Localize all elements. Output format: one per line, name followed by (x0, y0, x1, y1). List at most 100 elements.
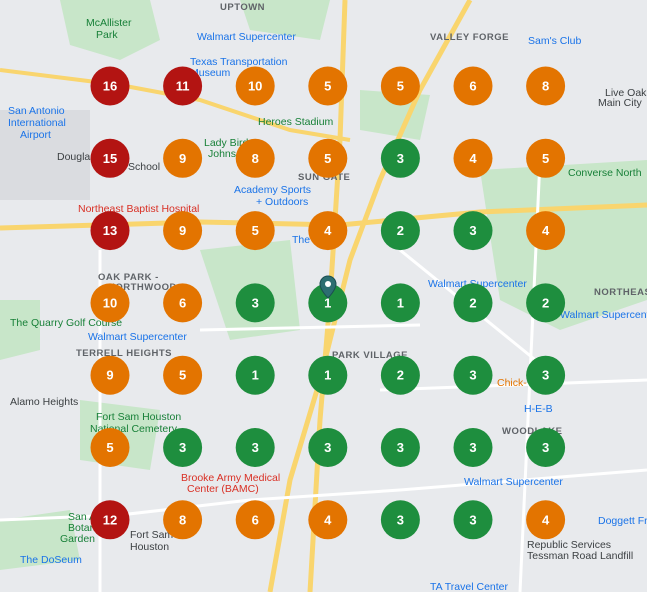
count-circle (526, 138, 566, 178)
area-label: NORTHWOOD (108, 282, 177, 293)
poi-label: Walmart Supercenter (88, 331, 187, 343)
poi-label: International (8, 117, 66, 129)
count-circle (90, 355, 130, 395)
poi-label: TA Travel Center (430, 581, 509, 592)
count-label: 8 (542, 79, 549, 94)
count-label: 3 (542, 440, 549, 455)
place-label: School (128, 161, 160, 173)
count-label: 5 (179, 368, 186, 383)
count-label: 8 (252, 151, 259, 166)
count-circle (453, 138, 493, 178)
count-label: 9 (179, 151, 186, 166)
place-label: Republic Services (527, 539, 611, 551)
count-circle (453, 283, 493, 323)
area-label: NORTHEAS (594, 287, 647, 298)
poi-label: Chick- (497, 377, 527, 389)
count-label: 3 (179, 440, 186, 455)
poi-label: Doggett Fr (598, 515, 647, 527)
poi-label: Walmart Supercenter (464, 476, 563, 488)
count-circle (453, 500, 493, 540)
airport-area (0, 110, 90, 200)
count-circle (308, 428, 348, 467)
count-circle (308, 211, 348, 251)
count-circle (90, 66, 130, 106)
place-label: Converse North (568, 167, 642, 179)
count-label: 13 (103, 223, 117, 238)
count-label: 1 (252, 368, 259, 383)
count-label: 2 (542, 295, 549, 310)
count-circle (453, 428, 493, 467)
count-label: 16 (103, 79, 117, 94)
count-label: 3 (252, 440, 259, 455)
count-circle (235, 138, 275, 178)
count-circle (380, 211, 420, 251)
count-label: 15 (103, 151, 117, 166)
count-circle (163, 428, 203, 467)
count-circle (163, 355, 203, 395)
count-circle (526, 211, 566, 251)
count-label: 3 (397, 151, 404, 166)
count-label: 3 (252, 295, 259, 310)
poi-label: H-E-B (524, 403, 553, 415)
count-circle (308, 283, 348, 323)
count-circle (235, 66, 275, 106)
count-label: 4 (469, 151, 477, 166)
poi-label: Walmart Supercenter (560, 309, 647, 321)
count-label: 3 (397, 440, 404, 455)
count-label: 6 (469, 79, 476, 94)
count-circle (90, 500, 130, 540)
count-circle (380, 355, 420, 395)
park-label: Park (96, 29, 118, 41)
place-label: Main City (598, 97, 643, 109)
count-circle (235, 355, 275, 395)
park-label: McAllister (86, 17, 132, 29)
area-label: SUN GATE (298, 172, 350, 183)
place-label: Tessman Road Landfill (527, 550, 633, 562)
count-label: 5 (324, 79, 331, 94)
count-label: 4 (542, 512, 550, 527)
count-circle (526, 283, 566, 323)
count-circle (235, 500, 275, 540)
count-circle (308, 500, 348, 540)
count-label: 4 (324, 512, 332, 527)
area-label: OAK PARK - (98, 272, 159, 283)
count-label: 5 (542, 151, 549, 166)
count-label: 5 (106, 440, 113, 455)
count-circle (380, 500, 420, 540)
poi-label: The DoSeum (20, 554, 82, 566)
count-label: 4 (542, 223, 550, 238)
poi-label: Walmart Supercenter (197, 31, 296, 43)
count-label: 6 (252, 512, 259, 527)
place-label: Houston (130, 541, 169, 553)
count-circle (526, 355, 566, 395)
count-label: 5 (324, 151, 331, 166)
count-label: 1 (324, 368, 331, 383)
count-circle (235, 211, 275, 251)
poi-label: Airport (20, 129, 51, 141)
count-label: 1 (397, 295, 404, 310)
count-circle (163, 138, 203, 178)
count-label: 1 (324, 295, 331, 310)
place-label: Alamo Heights (10, 396, 78, 408)
poi-label: Heroes Stadium (258, 116, 334, 128)
count-circle (163, 283, 203, 323)
count-circle (163, 500, 203, 540)
area-label: VALLEY FORGE (430, 32, 509, 43)
count-circle (90, 283, 130, 323)
count-circle (380, 428, 420, 467)
count-label: 2 (469, 295, 476, 310)
count-label: 3 (324, 440, 331, 455)
count-label: 6 (179, 295, 186, 310)
count-circle (526, 66, 566, 106)
area-label: TERRELL HEIGHTS (76, 348, 172, 359)
count-label: 10 (248, 79, 262, 94)
count-label: 4 (324, 223, 332, 238)
count-label: 3 (469, 440, 476, 455)
poi-label: Academy Sports (234, 184, 311, 196)
count-circle (453, 355, 493, 395)
poi-label: Texas Transportation (190, 56, 288, 68)
count-circle (163, 211, 203, 251)
area-label: PARK VILLAGE (332, 350, 408, 361)
place-label: Douglas (57, 151, 96, 163)
poi-label: Brooke Army Medical (181, 472, 280, 484)
